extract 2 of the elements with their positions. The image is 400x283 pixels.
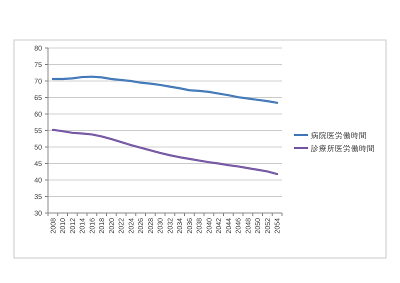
line-series <box>52 76 278 104</box>
line-series <box>52 128 278 176</box>
